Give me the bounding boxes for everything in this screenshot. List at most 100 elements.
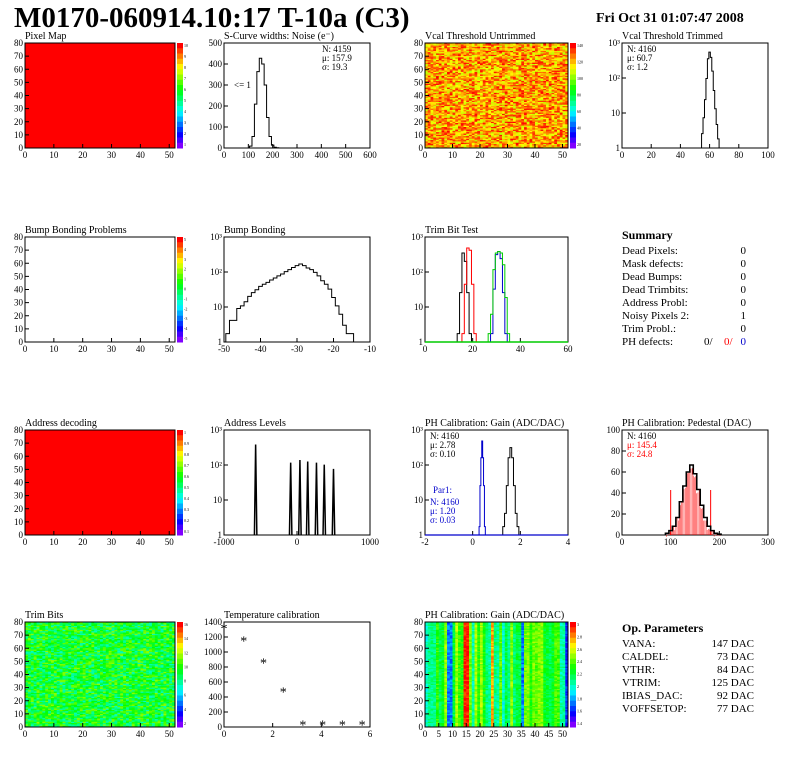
heatmap-cell — [562, 45, 566, 48]
heatmap-cell — [529, 124, 533, 127]
heatmap-cell — [469, 95, 473, 98]
heatmap-cell — [548, 86, 552, 89]
heatmap-cell — [460, 57, 464, 60]
heatmap-cell — [471, 123, 475, 125]
heatmap-cell — [504, 58, 508, 61]
heatmap-cell — [458, 112, 462, 115]
heatmap-cell — [562, 113, 566, 116]
heatmap-cell — [471, 95, 475, 98]
palette-tick-label: 120 — [577, 60, 583, 65]
heatmap-cell — [449, 53, 453, 56]
heatmap-cell — [540, 107, 544, 110]
heatmap-cell — [466, 129, 470, 132]
heatmap-cell — [433, 85, 437, 87]
heatmap-cell — [515, 65, 519, 68]
heatmap-cell — [441, 65, 445, 68]
heatmap-cell — [532, 75, 536, 78]
heatmap-cell — [471, 74, 475, 77]
heatmap-cell — [441, 119, 445, 121]
heatmap-cell — [499, 69, 503, 71]
heatmap-cell — [482, 58, 486, 61]
heatmap-cell — [526, 108, 530, 111]
heatmap-cell — [559, 74, 563, 77]
heatmap-cell — [526, 82, 530, 85]
heatmap-cell — [491, 100, 495, 103]
heatmap-cell — [427, 67, 431, 70]
heatmap-cell — [488, 70, 492, 73]
heatmap-cell — [518, 69, 522, 71]
heatmap-cell — [430, 108, 434, 111]
x-tick-label: 50 — [165, 344, 175, 354]
heatmap-cell — [557, 109, 561, 112]
heatmap-cell — [548, 124, 552, 127]
heatmap-cell — [425, 95, 429, 98]
heatmap-cell — [540, 87, 544, 90]
heatmap-cell — [474, 81, 478, 83]
heatmap-cell — [433, 79, 437, 82]
heatmap-cell — [496, 111, 500, 113]
heatmap-cell — [433, 57, 437, 60]
heatmap-cell — [554, 62, 558, 65]
heatmap-cell — [485, 116, 489, 119]
heatmap-cell — [458, 66, 462, 69]
heatmap-cell — [447, 61, 451, 64]
heatmap-cell — [430, 60, 434, 62]
heatmap-cell — [449, 127, 453, 129]
heatmap-cell — [474, 92, 478, 95]
heatmap-cell — [474, 83, 478, 86]
palette-tick-label: 80 — [577, 93, 581, 98]
heatmap-cell — [565, 102, 569, 104]
heatmap-cell — [557, 107, 561, 110]
heatmap-cell — [471, 119, 475, 121]
heatmap-cell — [449, 52, 453, 54]
heatmap-cell — [427, 82, 431, 85]
heatmap-cell — [559, 62, 563, 65]
heatmap-cell — [471, 81, 475, 83]
heatmap-cell — [447, 43, 451, 45]
heatmap-cell — [427, 83, 431, 86]
heatmap-cell — [441, 98, 445, 100]
heatmap-cell — [502, 117, 506, 120]
heatmap-cell — [482, 119, 486, 121]
heatmap-cell — [482, 44, 486, 47]
heatmap-cell — [458, 46, 462, 49]
heatmap-cell — [441, 125, 445, 128]
heatmap-cell — [502, 103, 506, 106]
heatmap-cell — [504, 75, 508, 78]
heatmap-cell — [425, 125, 429, 128]
heatmap-cell — [460, 88, 464, 91]
heatmap-cell — [546, 83, 550, 86]
heatmap-cell — [447, 70, 451, 73]
heatmap-cell — [466, 81, 470, 83]
heatmap-cell — [537, 125, 541, 128]
heatmap-cell — [447, 92, 451, 95]
heatmap-cell — [551, 127, 555, 129]
heatmap-cell — [548, 111, 552, 113]
heatmap-cell — [438, 125, 442, 128]
heatmap-cell — [433, 116, 437, 119]
heatmap-cell — [540, 49, 544, 52]
palette-tick-label: 0.5 — [184, 485, 189, 490]
heatmap-cell — [458, 73, 462, 75]
heatmap-cell — [529, 120, 533, 123]
heatmap-cell — [499, 83, 503, 86]
heatmap-cell — [565, 94, 569, 96]
heatmap-cell — [502, 57, 506, 60]
heatmap-cell — [441, 123, 445, 125]
heatmap-cell — [543, 119, 547, 121]
heatmap-cell — [449, 90, 453, 92]
heatmap-cell — [493, 103, 497, 106]
heatmap-cell — [433, 50, 437, 53]
heatmap-cell — [513, 111, 517, 113]
heatmap-cell — [447, 71, 451, 74]
heatmap-cell — [438, 43, 442, 45]
heatmap-cell — [447, 94, 451, 96]
x-tick-label: 20 — [78, 150, 88, 160]
heatmap-cell — [438, 88, 442, 91]
heatmap-cell — [548, 117, 552, 120]
heatmap-cell — [513, 73, 517, 75]
x-tick-label: 0 — [23, 537, 28, 547]
heatmap-cell — [493, 117, 497, 120]
heatmap-cell — [466, 74, 470, 77]
heatmap-cell — [463, 96, 467, 99]
